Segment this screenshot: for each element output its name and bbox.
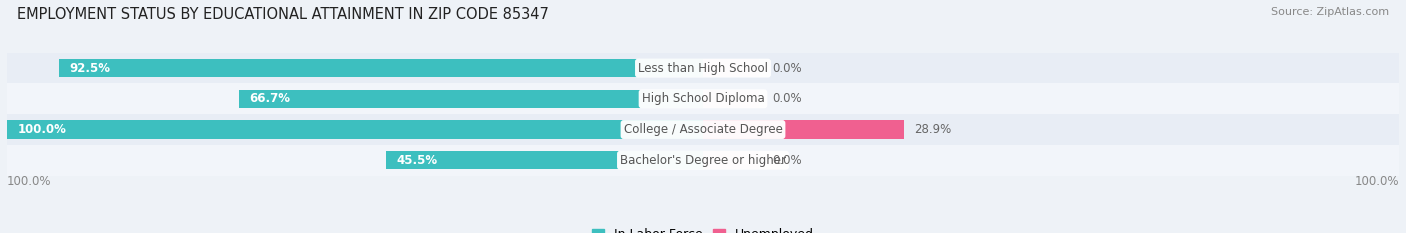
Legend: In Labor Force, Unemployed: In Labor Force, Unemployed (586, 223, 820, 233)
Bar (7, 53, 1399, 83)
Text: College / Associate Degree: College / Associate Degree (624, 123, 782, 136)
Bar (7, 145, 1399, 176)
Text: 45.5%: 45.5% (396, 154, 437, 167)
Bar (703, 120, 904, 139)
Text: 0.0%: 0.0% (773, 92, 803, 105)
Text: 28.9%: 28.9% (914, 123, 952, 136)
Text: Bachelor's Degree or higher: Bachelor's Degree or higher (620, 154, 786, 167)
Text: EMPLOYMENT STATUS BY EDUCATIONAL ATTAINMENT IN ZIP CODE 85347: EMPLOYMENT STATUS BY EDUCATIONAL ATTAINM… (17, 7, 548, 22)
Text: 100.0%: 100.0% (17, 123, 66, 136)
Bar (7, 83, 1399, 114)
Text: 100.0%: 100.0% (7, 175, 52, 188)
Text: 100.0%: 100.0% (1354, 175, 1399, 188)
Bar (59, 59, 703, 77)
Text: 0.0%: 0.0% (773, 154, 803, 167)
Bar (703, 90, 759, 108)
Text: High School Diploma: High School Diploma (641, 92, 765, 105)
Bar (239, 90, 703, 108)
Text: Source: ZipAtlas.com: Source: ZipAtlas.com (1271, 7, 1389, 17)
Bar (703, 151, 759, 169)
Text: Less than High School: Less than High School (638, 62, 768, 75)
Bar (7, 114, 1399, 145)
Text: 0.0%: 0.0% (773, 62, 803, 75)
Text: 92.5%: 92.5% (70, 62, 111, 75)
Bar (387, 151, 703, 169)
Bar (703, 59, 759, 77)
Text: 66.7%: 66.7% (249, 92, 290, 105)
Bar (7, 120, 703, 139)
